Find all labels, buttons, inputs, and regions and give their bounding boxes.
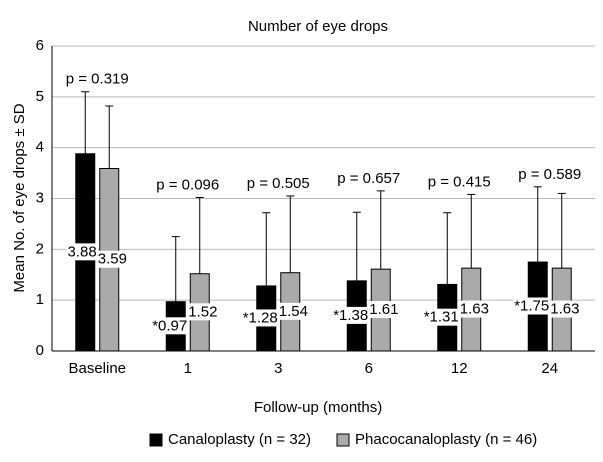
y-tick-label: 6 [36,37,44,54]
x-tick-label: 6 [365,360,373,377]
value-label-bg [241,309,279,327]
value-label: *1.31 [424,309,459,326]
value-label-bg [151,317,189,335]
x-tick-label: 1 [184,360,192,377]
p-value-annotation: p = 0.096 [156,176,219,193]
x-tick-label: Baseline [68,360,126,377]
value-label-bg [368,301,400,319]
value-label-bg [422,308,460,326]
legend-swatch [149,433,163,447]
value-label: 1.61 [369,301,398,318]
value-label: 1.63 [550,301,579,318]
value-label-bg [96,250,128,268]
x-axis-label: Follow-up (months) [254,399,382,416]
value-label: 3.59 [98,251,127,268]
value-label-bg [66,243,98,261]
value-label: *1.38 [333,307,368,324]
value-label-bg [187,303,219,321]
legend-label: Canaloplasty (n = 32) [168,431,311,448]
legend-label: Phacocanaloplasty (n = 46) [355,431,537,448]
y-tick-label: 0 [36,342,44,359]
value-label: *1.28 [243,309,278,326]
value-label: 1.63 [460,301,489,318]
y-tick-label: 3 [36,189,44,206]
value-label: *0.97 [152,317,187,334]
chart-title: Number of eye drops [248,18,388,35]
y-tick-label: 4 [36,139,44,156]
value-label: 1.54 [279,303,308,320]
p-value-annotation: p = 0.589 [518,166,581,183]
value-label: 3.88 [68,243,97,260]
p-value-annotation: p = 0.415 [428,173,491,190]
value-label: 1.52 [188,303,217,320]
y-axis-label: Mean No. of eye drops ± SD [11,103,28,292]
y-tick-label: 1 [36,291,44,308]
legend-swatch [336,433,350,447]
y-tick-label: 5 [36,88,44,105]
value-label-bg [277,302,309,320]
value-label-bg [513,297,551,315]
x-tick-label: 12 [451,360,468,377]
value-label: *1.75 [514,297,549,314]
p-value-annotation: p = 0.319 [66,71,129,88]
x-tick-label: 24 [541,360,558,377]
p-value-annotation: p = 0.505 [247,175,310,192]
x-tick-label: 3 [274,360,282,377]
value-label-bg [549,300,581,318]
value-label-bg [458,300,490,318]
value-label-bg [332,306,370,324]
p-value-annotation: p = 0.657 [337,170,400,187]
y-tick-label: 2 [36,240,44,257]
